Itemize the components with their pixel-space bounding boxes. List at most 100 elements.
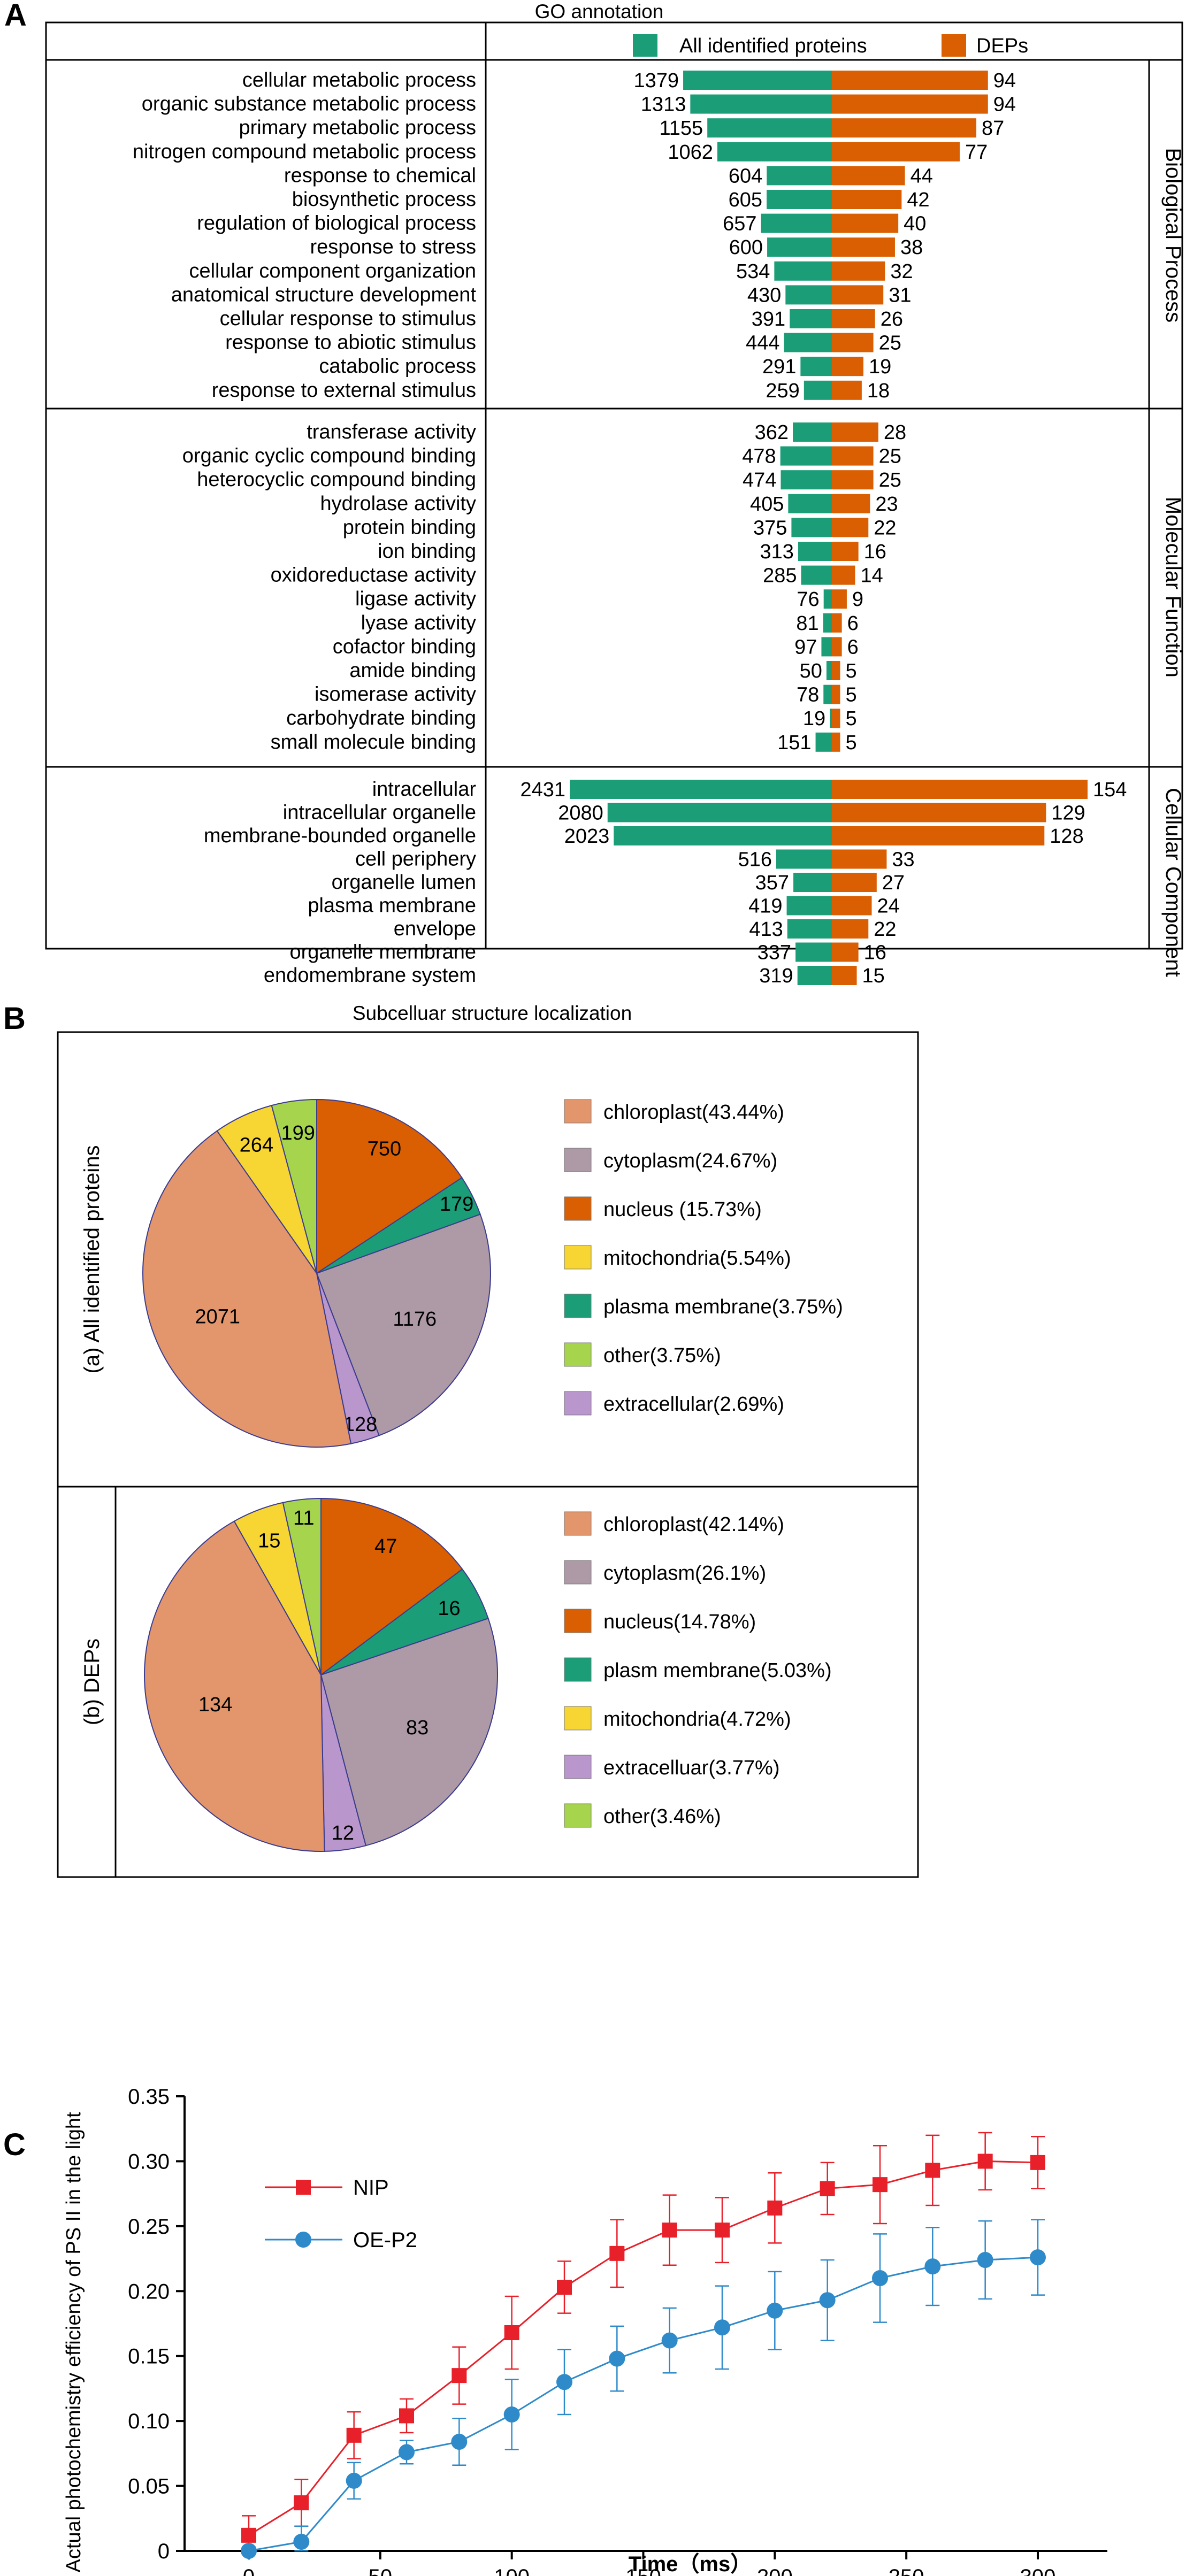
data-point-oe-p2 <box>819 2292 836 2309</box>
go-bar-deps <box>832 142 960 162</box>
go-bar-deps <box>832 661 840 680</box>
pie-slice-value: 1176 <box>393 1308 437 1331</box>
go-value-all: 534 <box>736 260 770 283</box>
go-bar-deps <box>832 966 857 985</box>
data-point-oe-p2 <box>714 2319 730 2336</box>
y-tick-label: 0 <box>158 2540 170 2563</box>
go-bar-all <box>826 661 832 680</box>
panel-c-letter: C <box>3 2127 26 2162</box>
go-value-all: 405 <box>750 493 784 516</box>
pie-slice-value: 2071 <box>195 1305 240 1328</box>
go-bar-all <box>774 261 832 281</box>
go-value-deps: 32 <box>890 260 913 283</box>
pie-slice-value: 134 <box>198 1694 232 1716</box>
go-bar-deps <box>832 237 895 257</box>
go-bar-deps <box>832 213 899 233</box>
go-category-label: cofactor binding <box>333 635 476 658</box>
go-category-label: biosynthetic process <box>292 188 476 211</box>
data-point-nip <box>820 2181 835 2196</box>
go-value-all: 76 <box>797 588 819 611</box>
pie-chart-title: Subcelluar structure localization <box>353 1002 632 1024</box>
go-category-label: organelle lumen <box>332 871 476 894</box>
go-category-label: isomerase activity <box>315 683 476 706</box>
go-group-label: Biological Process <box>1161 148 1185 322</box>
pie-legend-label: cytoplasm(26.1%) <box>603 1562 766 1585</box>
go-value-deps: 5 <box>846 684 857 706</box>
data-point-nip <box>715 2223 730 2238</box>
pie-legend-swatch <box>564 1609 592 1633</box>
go-bar-deps <box>832 118 977 138</box>
go-value-all: 1062 <box>668 141 713 164</box>
data-point-oe-p2 <box>293 2534 310 2550</box>
go-category-label: response to stress <box>310 236 476 258</box>
go-bar-all <box>791 518 832 537</box>
go-value-deps: 26 <box>881 308 903 330</box>
pie-slice-chloroplast <box>144 1520 325 1852</box>
go-bar-all <box>795 942 832 962</box>
go-value-all: 357 <box>755 872 789 894</box>
go-value-deps: 154 <box>1093 779 1127 801</box>
pie-legend-label: chloroplast(42.14%) <box>603 1513 784 1536</box>
go-value-deps: 38 <box>900 236 923 259</box>
pie-slice-other <box>271 1098 317 1274</box>
data-point-nip <box>977 2154 993 2169</box>
legend-label-deps: DEPs <box>976 35 1028 57</box>
go-bar-all <box>801 565 832 585</box>
go-category-label: hydrolase activity <box>320 493 476 515</box>
go-bar-all <box>785 285 832 305</box>
go-bar-all <box>570 780 832 799</box>
data-point-nip <box>294 2495 309 2511</box>
go-bar-deps <box>832 190 902 209</box>
pie-slice-chloroplast <box>142 1130 352 1448</box>
go-chart-title: GO annotation <box>535 1 664 22</box>
go-value-deps: 94 <box>993 94 1016 116</box>
pie-legend-label: cytoplasm(24.67%) <box>603 1150 777 1172</box>
data-point-nip <box>767 2200 783 2216</box>
pie-legend-label: extracellular(2.69%) <box>603 1393 784 1416</box>
go-bar-all <box>786 896 832 916</box>
pie-legend-label: extracelluar(3.77%) <box>603 1757 779 1779</box>
go-value-all: 78 <box>797 684 819 706</box>
pie-legend-swatch <box>564 1342 592 1367</box>
go-value-all: 600 <box>729 236 763 259</box>
pie-slice-nucleus <box>316 1098 463 1274</box>
pie-legend-swatch <box>564 1099 592 1124</box>
go-bar-deps <box>832 849 887 869</box>
pie-slice-nucleus <box>320 1497 463 1676</box>
y-tick-label: 0.35 <box>128 2085 170 2109</box>
go-value-all: 516 <box>738 849 772 871</box>
pie-legend-swatch <box>564 1511 592 1536</box>
go-value-deps: 25 <box>879 445 901 468</box>
pie-slice-value: 83 <box>406 1717 429 1739</box>
legend-label: NIP <box>353 2176 389 2200</box>
go-value-all: 419 <box>748 895 782 918</box>
pie-a-label: (a) All identified proteins <box>80 1145 104 1374</box>
go-bar-deps <box>832 285 884 305</box>
x-tick-label: 250 <box>889 2565 924 2576</box>
data-point-oe-p2 <box>872 2270 888 2286</box>
go-bar-all <box>683 71 832 90</box>
go-category-label: catabolic process <box>319 355 476 378</box>
pie-slice-value: 47 <box>374 1535 397 1558</box>
go-bar-deps <box>832 422 878 442</box>
x-tick-label: 150 <box>625 2565 661 2576</box>
go-bar-all <box>800 357 832 376</box>
go-value-deps: 14 <box>860 565 883 587</box>
go-category-label: small molecule binding <box>271 731 476 753</box>
go-bar-all <box>790 309 832 328</box>
go-category-label: plasma membrane <box>308 895 476 917</box>
go-value-all: 2080 <box>558 802 603 825</box>
go-value-all: 291 <box>762 356 796 378</box>
panel-b: B Subcelluar structure localization (a) … <box>3 1001 919 1878</box>
go-value-all: 478 <box>742 445 776 468</box>
pie-legend-label: mitochondria(5.54%) <box>603 1247 791 1270</box>
go-bar-all <box>784 333 832 352</box>
go-value-deps: 94 <box>993 70 1016 92</box>
go-value-deps: 15 <box>862 965 885 987</box>
line-chart: 0 0.05 0.10 0.15 0.20 0.25 0.30 0.35 0 50 100 150 20… <box>128 2085 1107 2576</box>
go-category-label: response to chemical <box>284 164 476 187</box>
y-tick-label: 0.30 <box>128 2150 170 2173</box>
data-point-oe-p2 <box>977 2252 993 2268</box>
go-category-label: oxidoreductase activity <box>271 564 476 587</box>
go-bar-all <box>821 637 832 657</box>
